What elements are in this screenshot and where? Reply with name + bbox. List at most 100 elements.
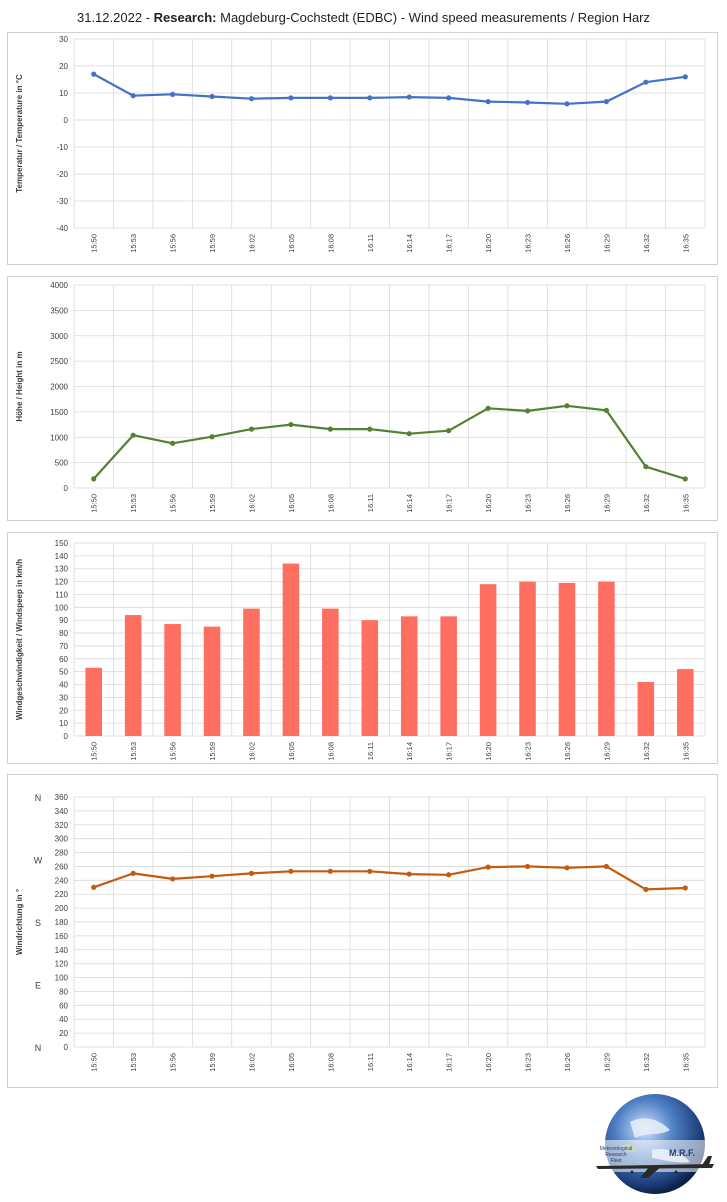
data-point [603,407,610,413]
series-line [93,865,686,891]
y-tick-label: 340 [55,807,69,816]
data-point [485,864,491,870]
data-point [209,873,215,879]
data-point [288,421,294,428]
x-tick-label: 16:05 [287,234,296,253]
series-line [93,73,686,105]
data-point [288,868,294,874]
data-point [446,428,452,434]
height-chart: 0 500 1000 1500 2000 2500 3000 3500 4000 15:50 15:… [7,276,718,521]
x-tick-label: 16:20 [484,494,493,513]
bar [322,608,339,736]
data-point [524,99,531,106]
y-tick-label: 300 [55,835,69,844]
winddirection-chart-svg: 0 20 40 60 80 100 120 140 160 180 200 220 240 260 280 3… [15,793,706,1072]
bar [203,626,221,736]
data-point [91,884,97,890]
title-sep: - [142,10,154,25]
x-tick-label: 15:56 [169,1053,178,1072]
bar [164,624,181,736]
y-tick-label: 3000 [50,332,68,341]
compass-label: N [35,793,42,803]
x-tick-label: 16:20 [484,742,493,761]
y-tick-label: 280 [55,849,69,858]
data-point [485,99,491,105]
data-point [682,74,688,80]
bar [637,681,655,736]
logo-line1: Meteorological [600,1146,633,1152]
x-tick-label: 15:56 [169,494,178,513]
data-point [603,99,610,105]
x-tick-label: 16:26 [563,1053,572,1072]
y-tick-label: 120 [55,578,69,587]
y-tick-label: 40 [59,1015,68,1024]
y-tick-label: 100 [55,974,69,983]
x-tick-label: 16:05 [287,494,296,513]
y-tick-label: 220 [55,890,69,899]
data-point [406,431,412,437]
y-tick-label: 0 [64,484,69,493]
x-tick-label: 16:32 [642,742,651,761]
data-point [91,476,97,482]
x-tick-label: 16:23 [524,1053,533,1072]
x-tick-label: 15:53 [129,742,138,761]
x-tick-label: 15:50 [90,234,99,253]
temperature-chart-svg: -40 -30 -20 -10 0 10 20 30 15:50 15:53 15:56 15:59 1… [15,35,706,253]
data-point [446,872,452,878]
y-tick-label: 1500 [50,408,68,417]
data-point [367,868,373,874]
x-tick-label: 16:05 [287,1053,296,1072]
data-point [169,91,176,97]
x-tick-label: 16:02 [247,742,256,761]
x-tick-label: 16:23 [524,742,533,761]
y-tick-label: 40 [59,681,68,690]
x-tick-label: 16:14 [405,494,414,513]
x-tick-label: 15:53 [129,494,138,513]
x-tick-label: 15:59 [208,1053,217,1072]
data-point [248,96,255,102]
x-tick-label: 16:14 [405,234,414,253]
airplane-icon [596,1156,714,1178]
compass-label: W [34,856,43,866]
y-tick-label: 80 [59,629,68,638]
y-tick-label: 130 [55,565,69,574]
x-tick-label: 15:59 [208,234,217,253]
data-point [130,93,136,99]
y-tick-label: 0 [64,732,69,741]
y-tick-label: 60 [59,655,68,664]
y-tick-label: 70 [59,642,68,651]
y-tick-label: 30 [59,693,68,702]
bar [676,669,694,736]
data-point [643,464,649,470]
chart-title: 31.12.2022 - Research: Magdeburg-Cochste… [0,10,727,25]
gridlines [73,796,706,1048]
y-tick-label: 0 [64,116,69,125]
y-tick-label: 10 [59,89,68,98]
x-tick-label: 16:20 [484,1053,493,1072]
y-tick-label: 140 [55,946,69,955]
compass-label: S [35,918,41,928]
logo-brand: M.R.F. [669,1148,695,1158]
x-tick-label: 15:59 [208,494,217,513]
x-tick-label: 16:29 [602,494,611,513]
y-tick-label: 2500 [50,357,68,366]
bar [598,581,615,736]
x-tick-label: 16:14 [405,742,414,761]
x-tick-label: 16:14 [405,1053,414,1072]
data-point [603,863,610,870]
winddirection-chart: 0 20 40 60 80 100 120 140 160 180 200 220 240 260 280 3… [7,774,718,1088]
y-tick-label: 0 [64,1043,69,1052]
data-point [367,95,373,101]
data-point [564,101,570,107]
y-axis-label: Windgeschwindigkeit / Windspeep in km/h [15,559,24,720]
y-tick-label: 4000 [50,281,68,290]
windspeed-chart: 0 10 20 30 40 50 60 70 80 90 100 110 120 130 140 150 15:… [7,532,718,764]
data-point [643,79,649,85]
height-chart-svg: 0 500 1000 1500 2000 2500 3000 3500 4000 15:50 15:… [15,281,706,513]
x-tick-label: 16:02 [247,1053,256,1072]
y-tick-label: 50 [59,668,68,677]
data-point [209,93,215,100]
x-tick-label: 16:17 [445,494,454,513]
y-tick-label: 10 [59,719,68,728]
data-point [288,95,294,101]
